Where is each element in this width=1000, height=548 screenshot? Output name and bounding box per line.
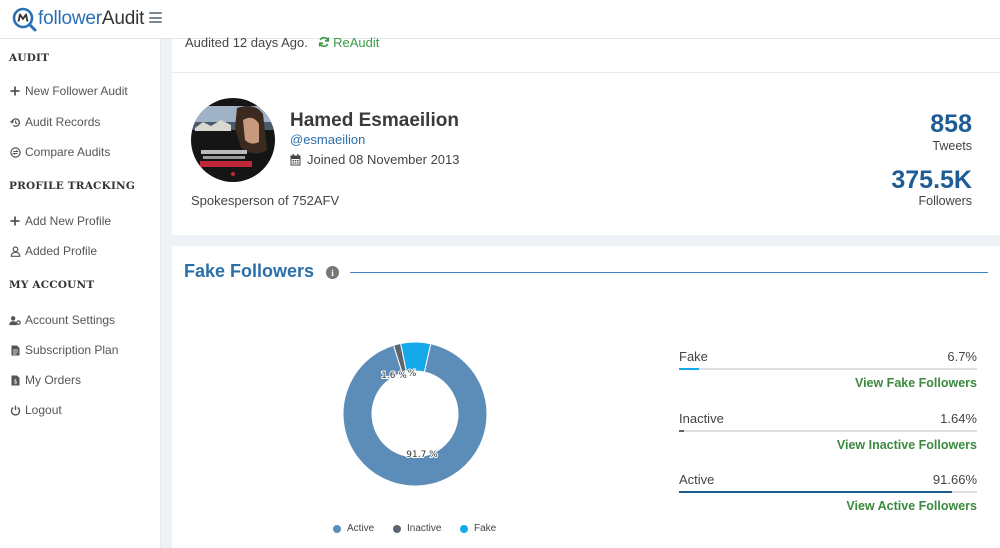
info-icon[interactable]: i: [326, 266, 339, 279]
sidebar: AUDIT New Follower Audit Audit Records C…: [0, 39, 161, 548]
sidebar-item-label: Logout: [25, 403, 62, 417]
profile-card: [172, 39, 1000, 235]
reaudit-label: ReAudit: [333, 35, 380, 50]
active-progress-bar: [679, 491, 977, 493]
view-active-followers-link[interactable]: View Active Followers: [846, 499, 977, 513]
menu-toggle-icon[interactable]: [149, 12, 162, 23]
sidebar-item-account-settings[interactable]: Account Settings: [9, 313, 115, 327]
sidebar-item-label: My Orders: [25, 373, 82, 387]
legend-label: Inactive: [407, 523, 442, 534]
refresh-icon: [318, 36, 329, 48]
fake-followers-title: Fake Followers: [184, 261, 315, 281]
plus-icon: [9, 215, 21, 227]
followers-label: Followers: [918, 194, 973, 208]
fake-row-value: 6.7%: [947, 349, 977, 364]
donut-slice-active[interactable]: [342, 343, 488, 487]
sidebar-section-my-account: MY ACCOUNT: [9, 279, 95, 291]
legend-item-active[interactable]: Active: [333, 523, 374, 534]
sidebar-item-added-profile[interactable]: Added Profile: [9, 244, 97, 258]
logo-text-prefix: follower: [38, 8, 102, 29]
donut-label-fake: %: [408, 369, 417, 379]
profile-name: Hamed Esmaeilion: [290, 110, 459, 131]
view-inactive-followers-link[interactable]: View Inactive Followers: [836, 438, 977, 452]
view-fake-followers-link[interactable]: View Fake Followers: [854, 376, 977, 390]
inactive-row-label: Inactive: [679, 411, 724, 426]
active-row-label: Active: [679, 472, 715, 487]
power-icon: [9, 404, 21, 416]
legend-item-fake[interactable]: Fake: [460, 523, 496, 534]
sidebar-item-logout[interactable]: Logout: [9, 403, 62, 417]
audit-status-text: Audited 12 days Ago.: [185, 35, 308, 50]
legend-item-inactive[interactable]: Inactive: [393, 523, 441, 534]
sidebar-item-new-follower-audit[interactable]: New Follower Audit: [9, 84, 128, 98]
sidebar-item-label: Subscription Plan: [25, 343, 119, 357]
avatar: [191, 98, 275, 182]
legend-label: Fake: [474, 523, 497, 534]
profile-joined-text: Joined 08 November 2013: [307, 152, 460, 167]
card-divider: [172, 72, 1000, 73]
sidebar-item-add-new-profile[interactable]: Add New Profile: [9, 214, 111, 228]
reaudit-button[interactable]: ReAudit: [318, 35, 380, 50]
donut-label-inactive: 1.6 %: [381, 371, 407, 381]
sidebar-item-label: Account Settings: [25, 313, 116, 327]
order-icon: $: [9, 374, 21, 386]
sidebar-item-audit-records[interactable]: Audit Records: [9, 115, 100, 129]
compare-icon: [9, 146, 21, 158]
calendar-icon: [290, 153, 301, 165]
logo-text-suffix: Audit: [101, 8, 145, 29]
profile-handle[interactable]: @esmaeilion: [290, 132, 366, 147]
followers-count: 375.5K: [891, 166, 972, 194]
sidebar-item-my-orders[interactable]: $ My Orders: [9, 373, 81, 387]
profile-bio: Spokesperson of 752AFV: [191, 193, 340, 208]
donut-label-active: 91.7 %: [406, 450, 438, 460]
logo-magnifier-icon: [11, 6, 37, 32]
document-icon: [9, 344, 21, 356]
active-row-value: 91.66%: [932, 472, 977, 487]
sidebar-item-compare-audits[interactable]: Compare Audits: [9, 145, 110, 159]
top-bar: followerAudit: [0, 0, 1000, 39]
user-icon: [9, 245, 21, 257]
section-divider: [350, 272, 988, 273]
fake-progress-bar: [679, 368, 977, 370]
sidebar-section-profile-tracking: PROFILE TRACKING: [9, 180, 136, 192]
sidebar-section-audit: AUDIT: [9, 52, 50, 64]
history-icon: [9, 116, 21, 128]
sidebar-item-label: Compare Audits: [25, 145, 111, 159]
inactive-row-value: 1.64%: [940, 411, 977, 426]
sidebar-item-label: Added Profile: [25, 244, 98, 258]
fake-followers-card: [172, 246, 1000, 548]
fake-followers-donut-chart: 91.7 % 1.6 %%: [342, 341, 488, 487]
fake-row-label: Fake: [679, 349, 708, 364]
legend-label: Active: [347, 523, 375, 534]
donut-slice-fake[interactable]: [400, 341, 432, 373]
svg-text:$: $: [13, 378, 17, 385]
inactive-progress-bar: [679, 430, 977, 432]
sidebar-item-label: New Follower Audit: [25, 84, 128, 98]
plus-icon: [9, 85, 21, 97]
logo[interactable]: followerAudit: [11, 4, 144, 34]
audit-status: Audited 12 days Ago. ReAudit: [185, 35, 379, 50]
user-gear-icon: [9, 314, 21, 326]
sidebar-item-label: Audit Records: [25, 115, 101, 129]
tweets-count: 858: [930, 110, 972, 138]
profile-joined: Joined 08 November 2013: [290, 152, 460, 167]
sidebar-item-subscription-plan[interactable]: Subscription Plan: [9, 343, 118, 357]
tweets-label: Tweets: [932, 139, 972, 153]
sidebar-item-label: Add New Profile: [25, 214, 112, 228]
